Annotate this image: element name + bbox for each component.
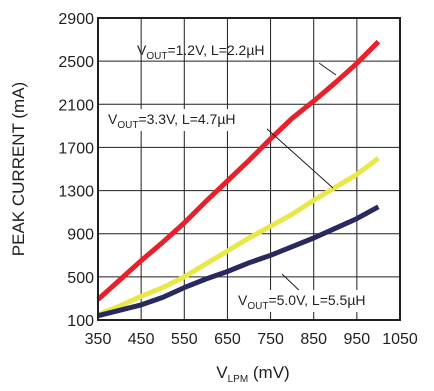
series-label: VOUT=3.3V, L=4.7µH [108, 111, 236, 131]
x-tick-label: 850 [300, 331, 327, 348]
y-tick-label: 1700 [58, 140, 94, 157]
y-tick-label: 500 [67, 270, 94, 287]
annotation-leaders [265, 62, 337, 296]
annotation-leader [318, 62, 337, 76]
annotation-background [235, 290, 397, 312]
x-tick-label: 650 [214, 331, 241, 348]
series-label: VOUT=5.0V, L=5.5µH [238, 292, 366, 312]
y-tick-label: 2100 [58, 97, 94, 114]
y-axis-title: PEAK CURRENT (mA) [9, 82, 28, 256]
annotation-leader [265, 127, 334, 189]
series-lines [96, 39, 381, 319]
series-line-vout-3.3v [97, 156, 380, 317]
x-tick-label: 1050 [382, 331, 418, 348]
y-tick-label: 1300 [58, 184, 94, 201]
series-line-vout-1.2v [96, 39, 381, 302]
series-line-vout-5.0v [97, 204, 380, 319]
y-tick-label: 100 [67, 313, 94, 330]
plot-frame [97, 17, 401, 321]
x-tick-label: 550 [171, 331, 198, 348]
x-tick-labels: 350 450 550 650 750 850 950 1050 [85, 331, 418, 348]
annotation-background [105, 109, 267, 131]
x-tick-label: 450 [128, 331, 155, 348]
y-tick-label: 2500 [58, 54, 94, 71]
x-tick-label: 950 [344, 331, 371, 348]
x-tick-label: 350 [85, 331, 112, 348]
series-label: VOUT=1.2V, L=2.2µH [137, 42, 265, 62]
y-tick-label: 2900 [58, 11, 94, 28]
grid [97, 17, 401, 321]
y-tick-labels: 100 500 900 1300 1700 2100 2500 2900 [58, 11, 94, 330]
y-tick-label: 900 [67, 227, 94, 244]
x-axis-title: VLPM (mV) [216, 363, 289, 385]
series-annotations: VOUT=1.2V, L=2.2µH VOUT=3.3V, L=4.7µH VOUT… [105, 42, 397, 312]
x-tick-label: 750 [257, 331, 284, 348]
